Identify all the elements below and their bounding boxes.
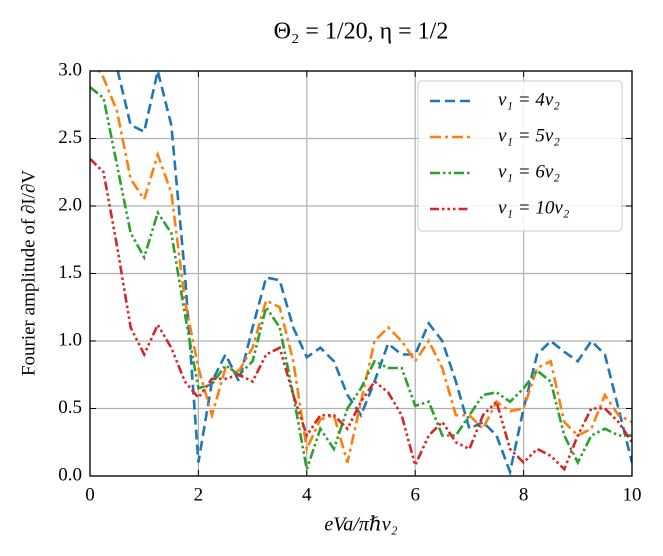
x-axis-label: eVa/πℏv₂ [324, 514, 397, 536]
x-tick-label: 2 [194, 484, 204, 505]
legend-label: v₁ = 5v₂ [498, 125, 560, 146]
x-tick-label: 10 [623, 484, 642, 505]
x-tick-label: 0 [85, 484, 95, 505]
y-axis-label: Fourier amplitude of ∂I/∂V [18, 170, 39, 376]
legend-box [417, 80, 623, 232]
legend-label: v₁ = 4v₂ [498, 89, 560, 110]
series-line [116, 71, 632, 476]
y-tick-label: 2.0 [58, 194, 82, 215]
y-tick-label: 2.5 [58, 127, 82, 148]
plot-frame [89, 70, 633, 477]
legend-label: v₁ = 6v₂ [498, 161, 560, 182]
y-tick-label: 0.5 [58, 397, 82, 418]
x-tick-label: 4 [302, 484, 312, 505]
series-line [90, 157, 632, 472]
chart-title: Θ₂ = 1/20, η = 1/2 [274, 19, 449, 45]
x-tick-label: 6 [410, 484, 420, 505]
x-tick-label: 8 [519, 484, 529, 505]
series-line [90, 86, 632, 470]
legend-label: v₁ = 10v₂ [498, 197, 570, 218]
y-tick-label: 1.5 [58, 262, 82, 283]
y-tick-label: 1.0 [58, 329, 82, 350]
y-tick-label: 0.0 [58, 464, 82, 485]
y-tick-label: 3.0 [58, 59, 82, 80]
series-line [97, 71, 632, 463]
